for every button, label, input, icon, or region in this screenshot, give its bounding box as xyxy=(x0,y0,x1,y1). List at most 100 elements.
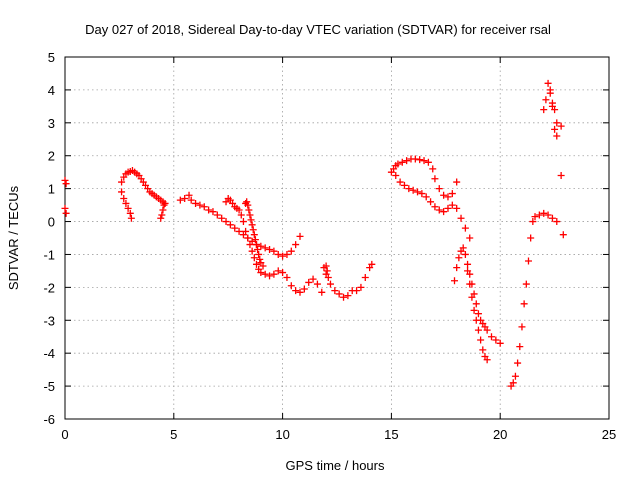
data-point xyxy=(540,209,548,217)
data-point xyxy=(274,250,282,258)
data-point xyxy=(470,306,478,314)
data-point xyxy=(324,273,332,281)
series-t1 xyxy=(118,167,169,207)
data-point xyxy=(61,176,69,184)
data-point xyxy=(518,323,526,331)
data-point xyxy=(492,336,500,344)
data-point xyxy=(416,156,424,164)
data-point xyxy=(242,227,250,235)
data-point xyxy=(529,218,537,226)
y-tick-labels: 5 4 3 2 1 0 -1 -2 -3 -4 -5 -6 xyxy=(43,50,55,427)
x-tick-label: 5 xyxy=(170,427,177,442)
data-point xyxy=(466,234,474,242)
y-tick-label: 2 xyxy=(48,149,55,164)
data-point xyxy=(331,287,339,295)
data-point xyxy=(553,132,561,140)
data-point xyxy=(424,158,432,166)
data-point xyxy=(444,204,452,212)
data-point xyxy=(453,204,461,212)
data-point xyxy=(514,359,522,367)
data-point xyxy=(496,339,504,347)
data-point xyxy=(548,102,556,110)
data-point xyxy=(427,198,435,206)
data-point xyxy=(453,178,461,186)
data-point xyxy=(239,218,247,226)
data-point xyxy=(185,191,193,199)
data-point xyxy=(287,282,295,290)
x-axis-label: GPS time / hours xyxy=(286,458,385,473)
data-point xyxy=(250,254,258,262)
x-tick-labels: 0 5 10 15 20 25 xyxy=(61,427,616,442)
data-point xyxy=(209,208,217,216)
series-t5 xyxy=(222,195,326,296)
data-point xyxy=(557,122,565,130)
data-point xyxy=(544,211,552,219)
data-point xyxy=(479,346,487,354)
chart-title: Day 027 of 2018, Sidereal Day-to-day VTE… xyxy=(85,22,551,37)
data-point xyxy=(257,242,265,250)
data-point xyxy=(477,336,485,344)
data-point xyxy=(553,119,561,127)
data-point xyxy=(181,195,189,203)
data-point xyxy=(300,285,308,293)
series-t3 xyxy=(157,201,168,222)
data-point xyxy=(222,218,230,226)
data-point xyxy=(322,262,330,270)
data-point xyxy=(274,267,282,275)
data-point xyxy=(244,234,252,242)
data-point xyxy=(459,244,467,252)
data-point xyxy=(270,270,278,278)
data-point xyxy=(279,252,287,260)
data-point xyxy=(394,160,402,168)
data-point xyxy=(483,356,491,364)
data-point xyxy=(176,196,184,204)
data-point xyxy=(62,209,70,217)
data-point xyxy=(414,188,422,196)
data-point xyxy=(252,241,260,249)
data-point xyxy=(246,211,254,219)
data-point xyxy=(396,178,404,186)
data-point xyxy=(435,206,443,214)
data-point xyxy=(266,272,274,280)
data-point xyxy=(474,310,482,318)
data-point xyxy=(305,278,313,286)
data-point xyxy=(309,275,317,283)
data-point xyxy=(118,188,126,196)
data-point xyxy=(357,283,365,291)
data-point xyxy=(559,231,567,239)
data-point xyxy=(455,254,463,262)
series-t6 xyxy=(242,198,267,270)
data-point xyxy=(418,190,426,198)
series-t14 xyxy=(540,79,561,133)
data-point xyxy=(261,270,269,278)
data-point xyxy=(546,89,554,97)
data-point xyxy=(472,300,480,308)
data-point xyxy=(292,241,300,249)
data-point xyxy=(400,181,408,189)
y-tick-label: 5 xyxy=(48,50,55,65)
y-tick-label: 0 xyxy=(48,215,55,230)
data-point xyxy=(279,269,287,277)
data-point xyxy=(520,300,528,308)
data-point xyxy=(540,106,548,114)
data-point xyxy=(409,186,417,194)
data-point xyxy=(542,96,550,104)
data-point xyxy=(453,264,461,272)
y-tick-label: 1 xyxy=(48,182,55,197)
data-point xyxy=(126,209,134,217)
data-point xyxy=(161,199,169,207)
data-point xyxy=(472,316,480,324)
series-t8 xyxy=(322,262,332,281)
series-t0 xyxy=(61,176,70,217)
data-point xyxy=(405,185,413,193)
data-point xyxy=(200,203,208,211)
data-point xyxy=(557,171,565,179)
data-point xyxy=(318,288,326,296)
series-t9 xyxy=(387,155,461,201)
data-point xyxy=(466,280,474,288)
data-point xyxy=(196,201,204,209)
x-tick-label: 15 xyxy=(384,427,398,442)
data-point xyxy=(392,171,400,179)
data-point xyxy=(440,191,448,199)
